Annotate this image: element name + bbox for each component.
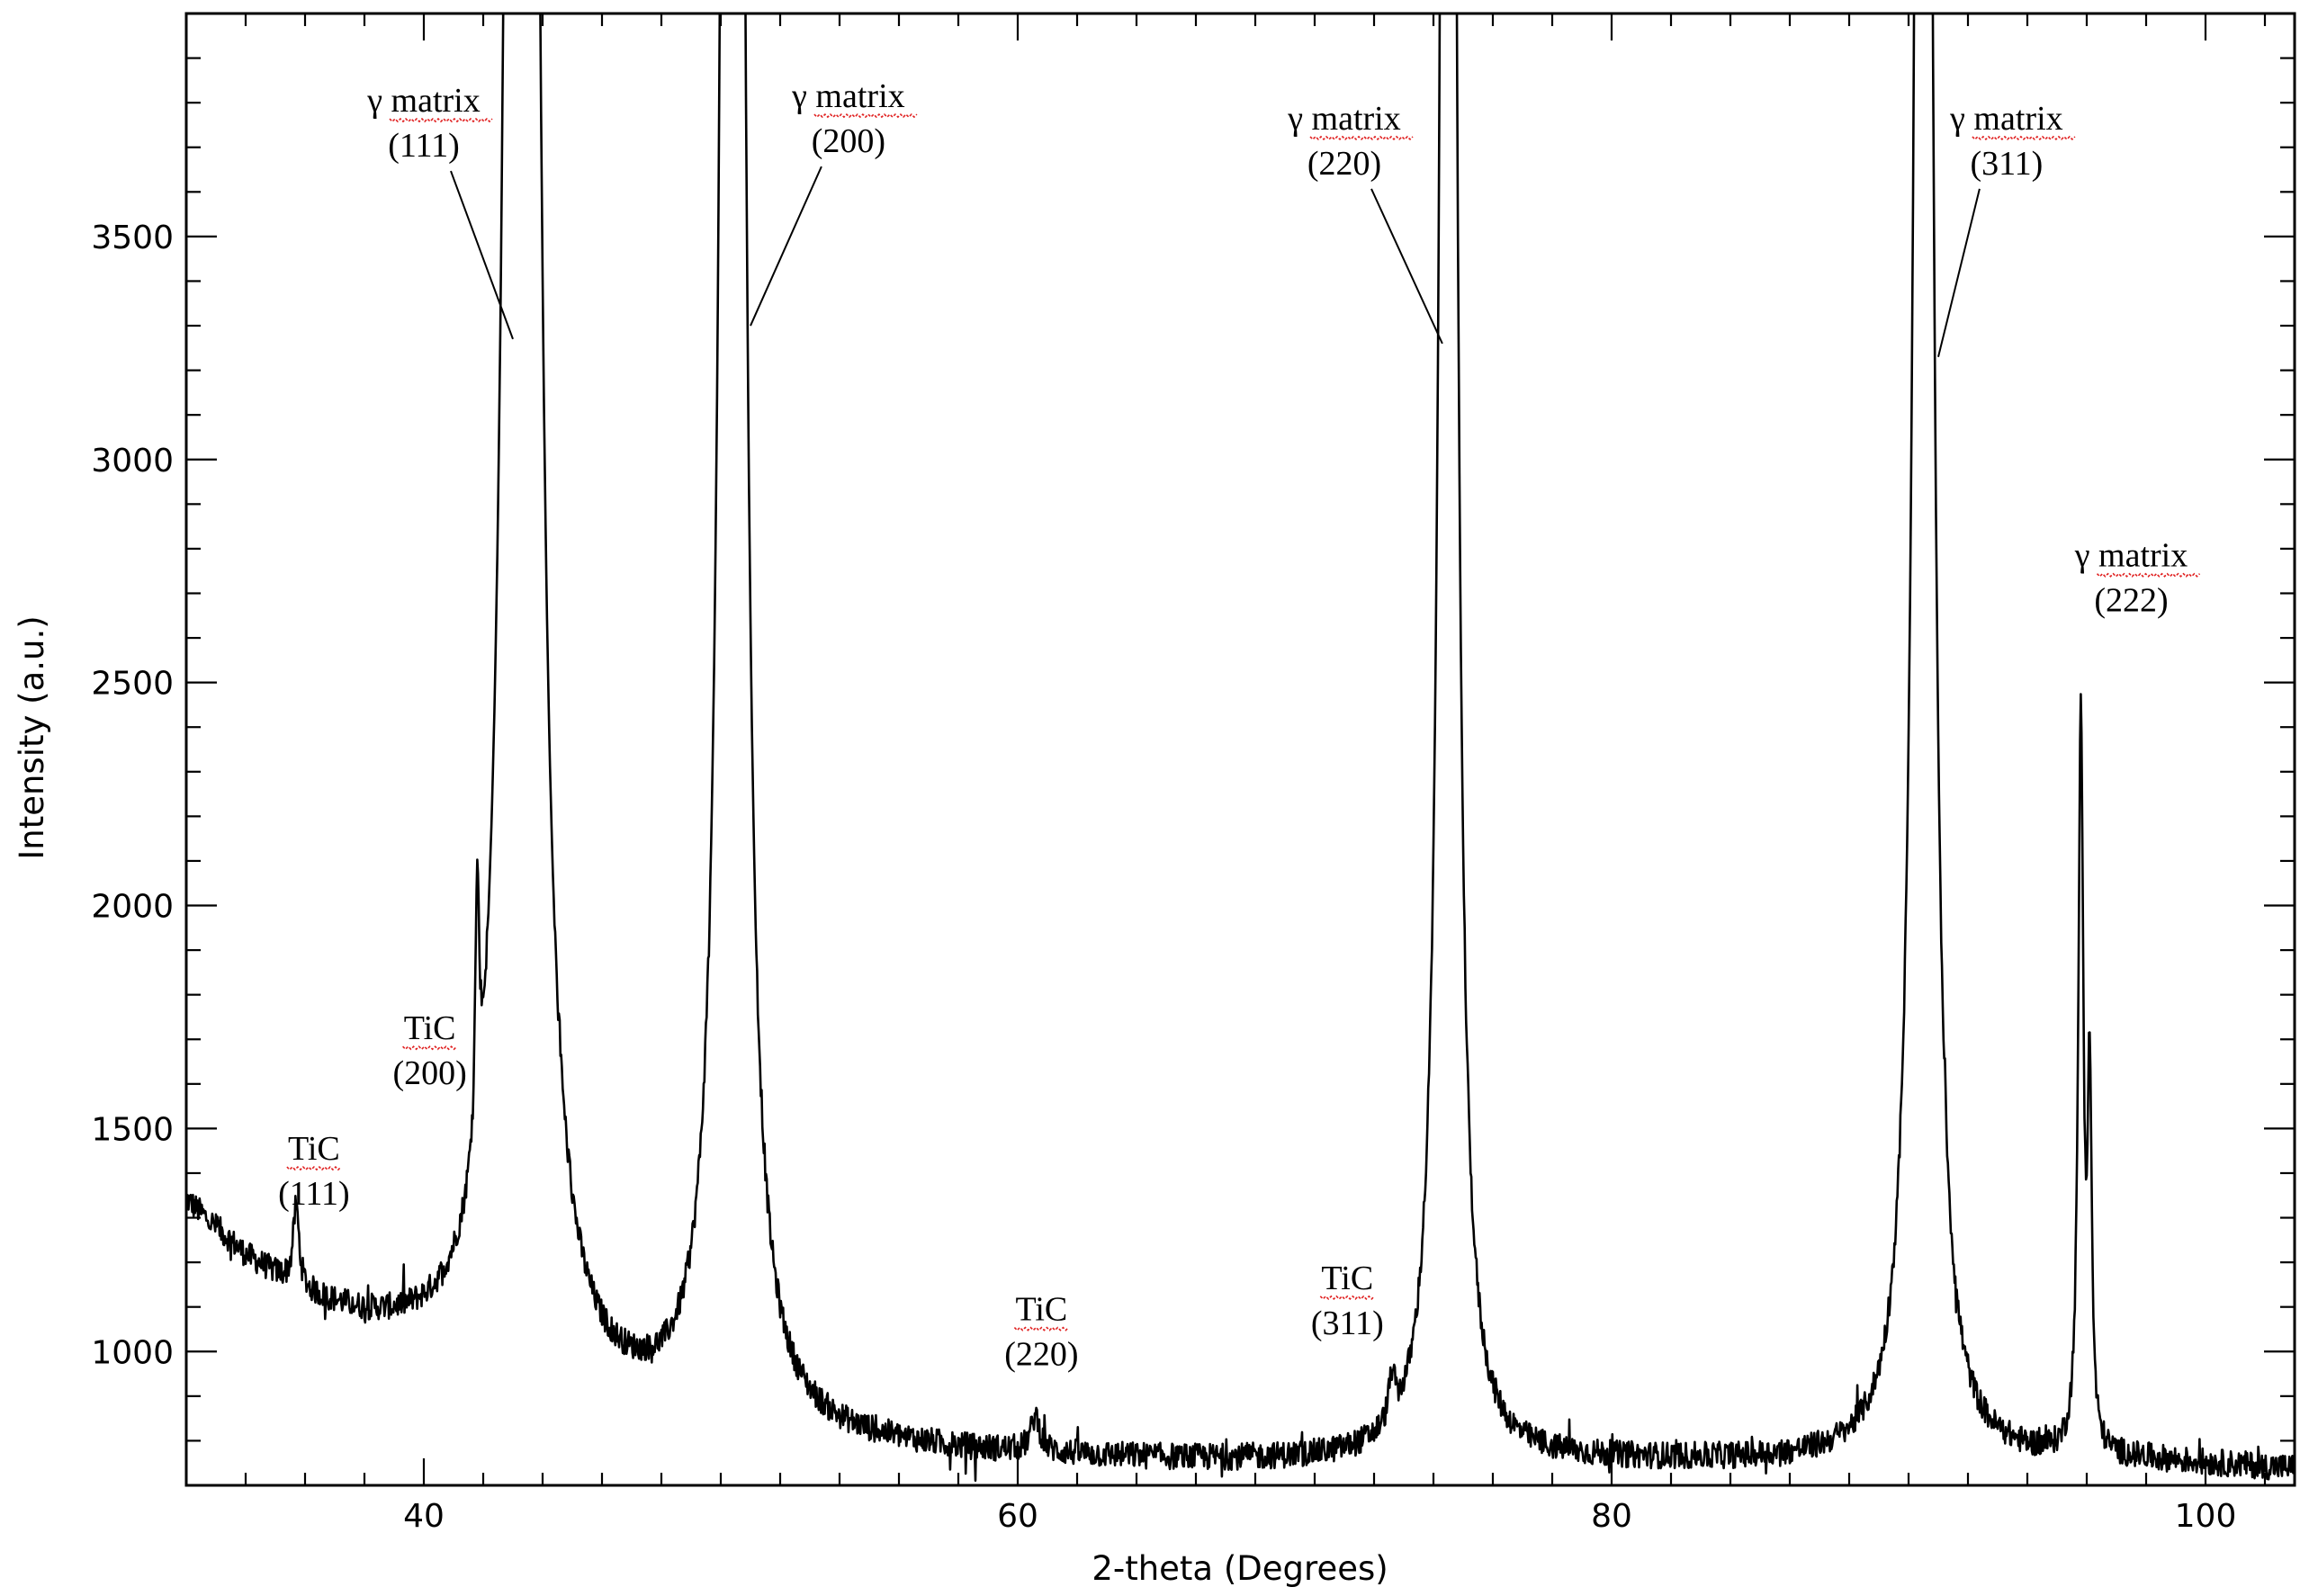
peak-annotation: TiC (220) xyxy=(1004,1291,1078,1374)
y-axis-title: Intensity (a.u.) xyxy=(13,615,51,859)
annotation-plane-label: (200) xyxy=(392,1054,466,1092)
spellcheck-underline xyxy=(402,1045,458,1051)
annotation-phase-label: TiC xyxy=(288,1130,340,1168)
spellcheck-underline xyxy=(813,112,918,119)
y-tick-label: 3500 xyxy=(91,220,174,256)
spellcheck-underline xyxy=(1013,1326,1069,1331)
spellcheck-underline xyxy=(389,117,493,123)
peak-annotation: γ matrix (111) xyxy=(366,82,514,340)
spellcheck-underline xyxy=(1319,1295,1375,1301)
x-tick-label: 40 xyxy=(403,1498,445,1535)
annotation-leader-line xyxy=(750,166,822,327)
annotation-phase-label: γ matrix xyxy=(1287,100,1401,138)
x-axis-title: 2-theta (Degrees) xyxy=(1092,1549,1388,1588)
annotation-leader-line xyxy=(1370,188,1443,345)
peak-annotation: γ matrix (220) xyxy=(1287,100,1443,345)
annotation-phase-label: TiC xyxy=(404,1009,456,1047)
spellcheck-underline xyxy=(286,1165,342,1171)
annotation-phase-label: γ matrix xyxy=(2074,537,2188,575)
annotation-plane-label: (222) xyxy=(2094,582,2168,620)
annotation-plane-label: (220) xyxy=(1004,1336,1078,1374)
annotation-phase-label: TiC xyxy=(1016,1291,1068,1329)
peak-annotation: γ matrix (200) xyxy=(750,77,918,327)
annotation-plane-label: (311) xyxy=(1311,1305,1384,1342)
plot-frame xyxy=(184,12,2296,1487)
axis-ticks xyxy=(184,12,2295,1487)
y-tick-label: 3000 xyxy=(91,443,174,480)
x-tick-label: 60 xyxy=(997,1498,1038,1535)
peak-annotation: γ matrix (222) xyxy=(2074,537,2201,620)
peak-annotation: γ matrix (311) xyxy=(1937,100,2076,357)
peak-annotation: TiC (311) xyxy=(1311,1260,1384,1342)
x-tick-label: 100 xyxy=(2175,1498,2237,1535)
x-tick-label: 80 xyxy=(1591,1498,1632,1535)
annotation-plane-label: (111) xyxy=(388,127,460,165)
y-tick-label: 1000 xyxy=(91,1334,174,1371)
annotation-plane-label: (200) xyxy=(812,122,885,160)
tick-labels: 40 60 80 100 1000 1500 2000 2500 3000 3500 xyxy=(91,220,2236,1535)
annotation-phase-label: γ matrix xyxy=(366,82,481,120)
y-tick-label: 2000 xyxy=(91,889,174,926)
y-tick-label: 1500 xyxy=(91,1111,174,1148)
spellcheck-underline xyxy=(1309,135,1414,141)
spellcheck-underline xyxy=(1972,135,2076,141)
annotation-leader-line xyxy=(1937,188,1981,357)
annotation-leader-line xyxy=(450,170,514,340)
annotation-plane-label: (111) xyxy=(278,1175,350,1213)
peak-annotation: TiC (200) xyxy=(392,1009,466,1092)
annotation-phase-label: γ matrix xyxy=(1949,100,2063,138)
peak-annotation: TiC (111) xyxy=(278,1130,350,1213)
annotation-plane-label: (311) xyxy=(1970,145,2043,183)
y-tick-label: 2500 xyxy=(91,666,174,703)
xrd-series-line xyxy=(186,13,2295,1482)
series-layer xyxy=(186,13,2295,1482)
annotation-phase-label: TiC xyxy=(1321,1260,1373,1297)
annotation-plane-label: (220) xyxy=(1307,145,1381,183)
peak-annotations: TiC (111) TiC (200) γ matrix (111) γ matrix (20… xyxy=(278,77,2201,1374)
annotation-phase-label: γ matrix xyxy=(791,77,905,115)
spellcheck-underline xyxy=(2096,572,2201,578)
